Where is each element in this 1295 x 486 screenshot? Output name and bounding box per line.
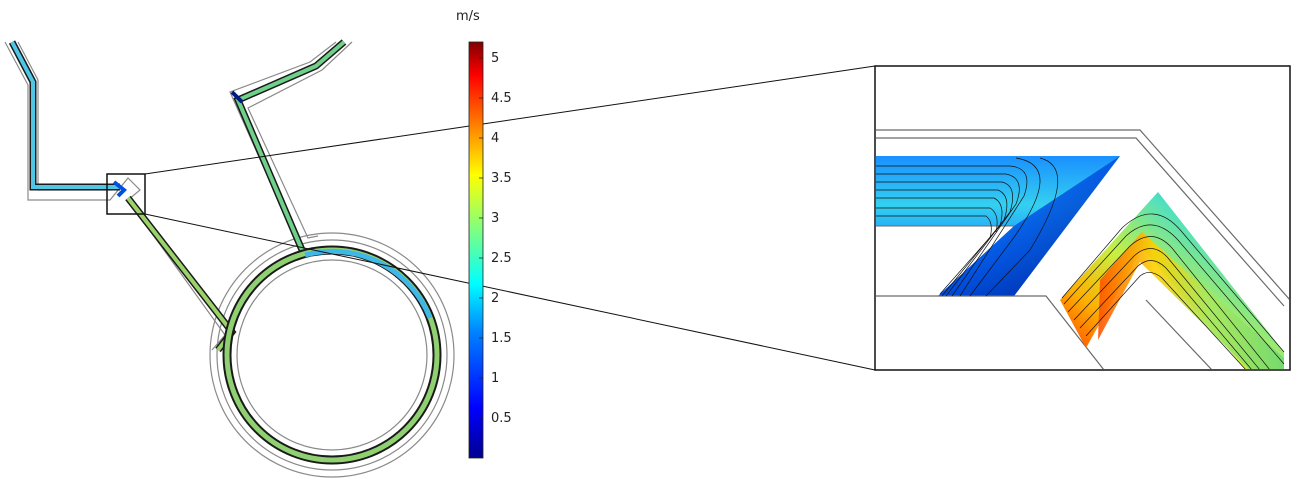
inset-streamlines-right [1061,213,1285,369]
colorbar-tick-label: 4.5 [491,91,512,106]
outer-wall-circle [209,232,455,478]
flow-channel [8,39,442,465]
outer-wall-circle-2 [216,239,448,471]
flow-inlet-corner [112,180,127,198]
colorbar-unit: m/s [456,9,480,24]
inset-inner-wall-right [1145,299,1212,369]
colorbar-ticks: 0.5 1 1.5 2 2.5 3 3.5 4 4.5 5 [479,51,512,426]
flow-diagonal-down-fill [126,196,235,352]
zoom-inset [874,65,1291,371]
flow-upper-branch-fill [235,40,346,251]
inset-outer-wall-2 [876,137,1285,307]
colorbar-tick-label: 3.5 [491,171,512,186]
zoom-connector-bottom [144,213,876,371]
colorbar-tick-label: 1 [491,371,499,386]
outer-wall-upper-branch [247,41,353,239]
colorbar-scale [468,41,484,459]
colorbar-tick-label: 2 [491,291,499,306]
zoom-source-box [106,173,146,215]
inset-right-flow-band [1098,232,1284,369]
colorbar-tick-label: 0.5 [491,411,512,426]
outer-wall-left-branch [4,41,226,351]
colorbar-tick-label: 3 [491,211,499,226]
inset-left-flow-corner [938,156,1120,296]
colorbar-tick-label: 2.5 [491,251,512,266]
flow-circle-top-blue [304,248,433,319]
inset-streamlines-left [876,157,1059,297]
colorbar: m/s 0.5 1 1.5 2 2.5 3 3.5 4 4.5 5 [456,9,512,459]
flow-upper-branch [233,39,347,252]
flow-left-branch-fill [10,41,120,189]
colorbar-tick-label: 4 [491,131,499,146]
flow-corner-dark [230,90,244,104]
zoom-connector-top [144,65,876,175]
inner-wall-circle [236,259,428,451]
colorbar-tick-label: 5 [491,51,499,66]
channel-geometry [4,41,455,478]
inset-outer-wall [876,129,1289,300]
colorbar-tick-label: 1.5 [491,331,512,346]
